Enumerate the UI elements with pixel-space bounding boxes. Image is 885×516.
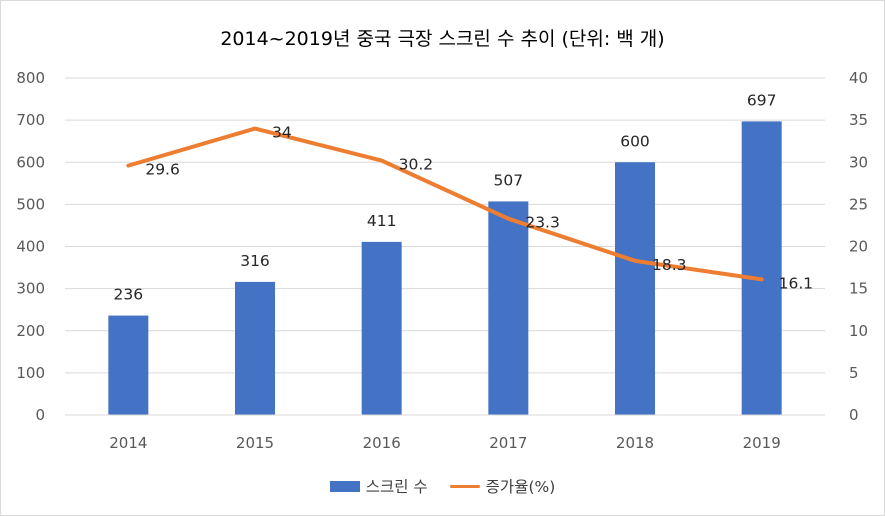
y-left-tick-label: 500 [16,195,45,213]
line-data-label: 16.1 [779,274,814,292]
y-left-tick-label: 100 [16,364,45,382]
line-data-label: 23.3 [525,214,560,232]
bar [108,315,149,415]
legend: 스크린 수 증가율(%) [1,475,884,497]
y-right-tick-label: 15 [849,280,868,298]
bar [235,281,275,415]
y-left-tick-label: 300 [16,280,45,298]
bar [615,162,655,415]
line-data-label: 30.2 [399,156,434,174]
bar [488,201,529,415]
y-right-tick-label: 35 [849,111,868,129]
bar-data-label: 697 [747,91,777,109]
y-right-tick-label: 20 [849,238,868,256]
legend-item-line: 증가율(%) [449,475,556,497]
x-tick-label: 2014 [109,434,147,452]
line-data-label: 34 [272,124,292,142]
y-right-tick-label: 0 [849,406,859,424]
legend-label-bar: 스크린 수 [365,478,428,496]
y-right-tick-label: 30 [849,153,868,171]
y-left-tick-label: 0 [35,406,45,424]
line-series [126,126,764,282]
y-right-tick-label: 10 [849,322,868,340]
legend-swatch-line [449,484,480,488]
bar-data-label: 600 [620,132,650,150]
x-tick-label: 2016 [363,434,401,452]
line-data-label: 18.3 [652,256,687,274]
legend-item-bar: 스크린 수 [329,475,428,497]
legend-label-line: 증가율(%) [485,478,556,496]
x-tick-label: 2015 [236,434,274,452]
bar-data-label: 411 [367,212,397,230]
legend-swatch-bar [329,480,360,492]
y-right-tick-label: 5 [849,364,859,382]
y-left-tick-label: 600 [16,153,45,171]
x-tick-label: 2017 [489,434,527,452]
line-data-label: 29.6 [145,161,180,179]
y-left-tick-label: 700 [16,111,45,129]
bar-data-label: 236 [114,286,144,304]
x-tick-label: 2019 [743,434,781,452]
chart-title: 2014~2019년 중국 극장 스크린 수 추이 (단위: 백 개) [220,28,665,50]
bar [361,241,402,415]
y-right-tick-label: 25 [849,195,868,213]
bar [741,121,782,416]
y-left-tick-label: 400 [16,238,45,256]
y-right-tick-label: 40 [849,69,868,87]
x-tick-label: 2018 [616,434,654,452]
bar-data-label: 507 [494,171,524,189]
bar-data-label: 316 [240,252,270,270]
y-left-tick-label: 200 [16,322,45,340]
y-left-tick-label: 800 [16,69,45,87]
